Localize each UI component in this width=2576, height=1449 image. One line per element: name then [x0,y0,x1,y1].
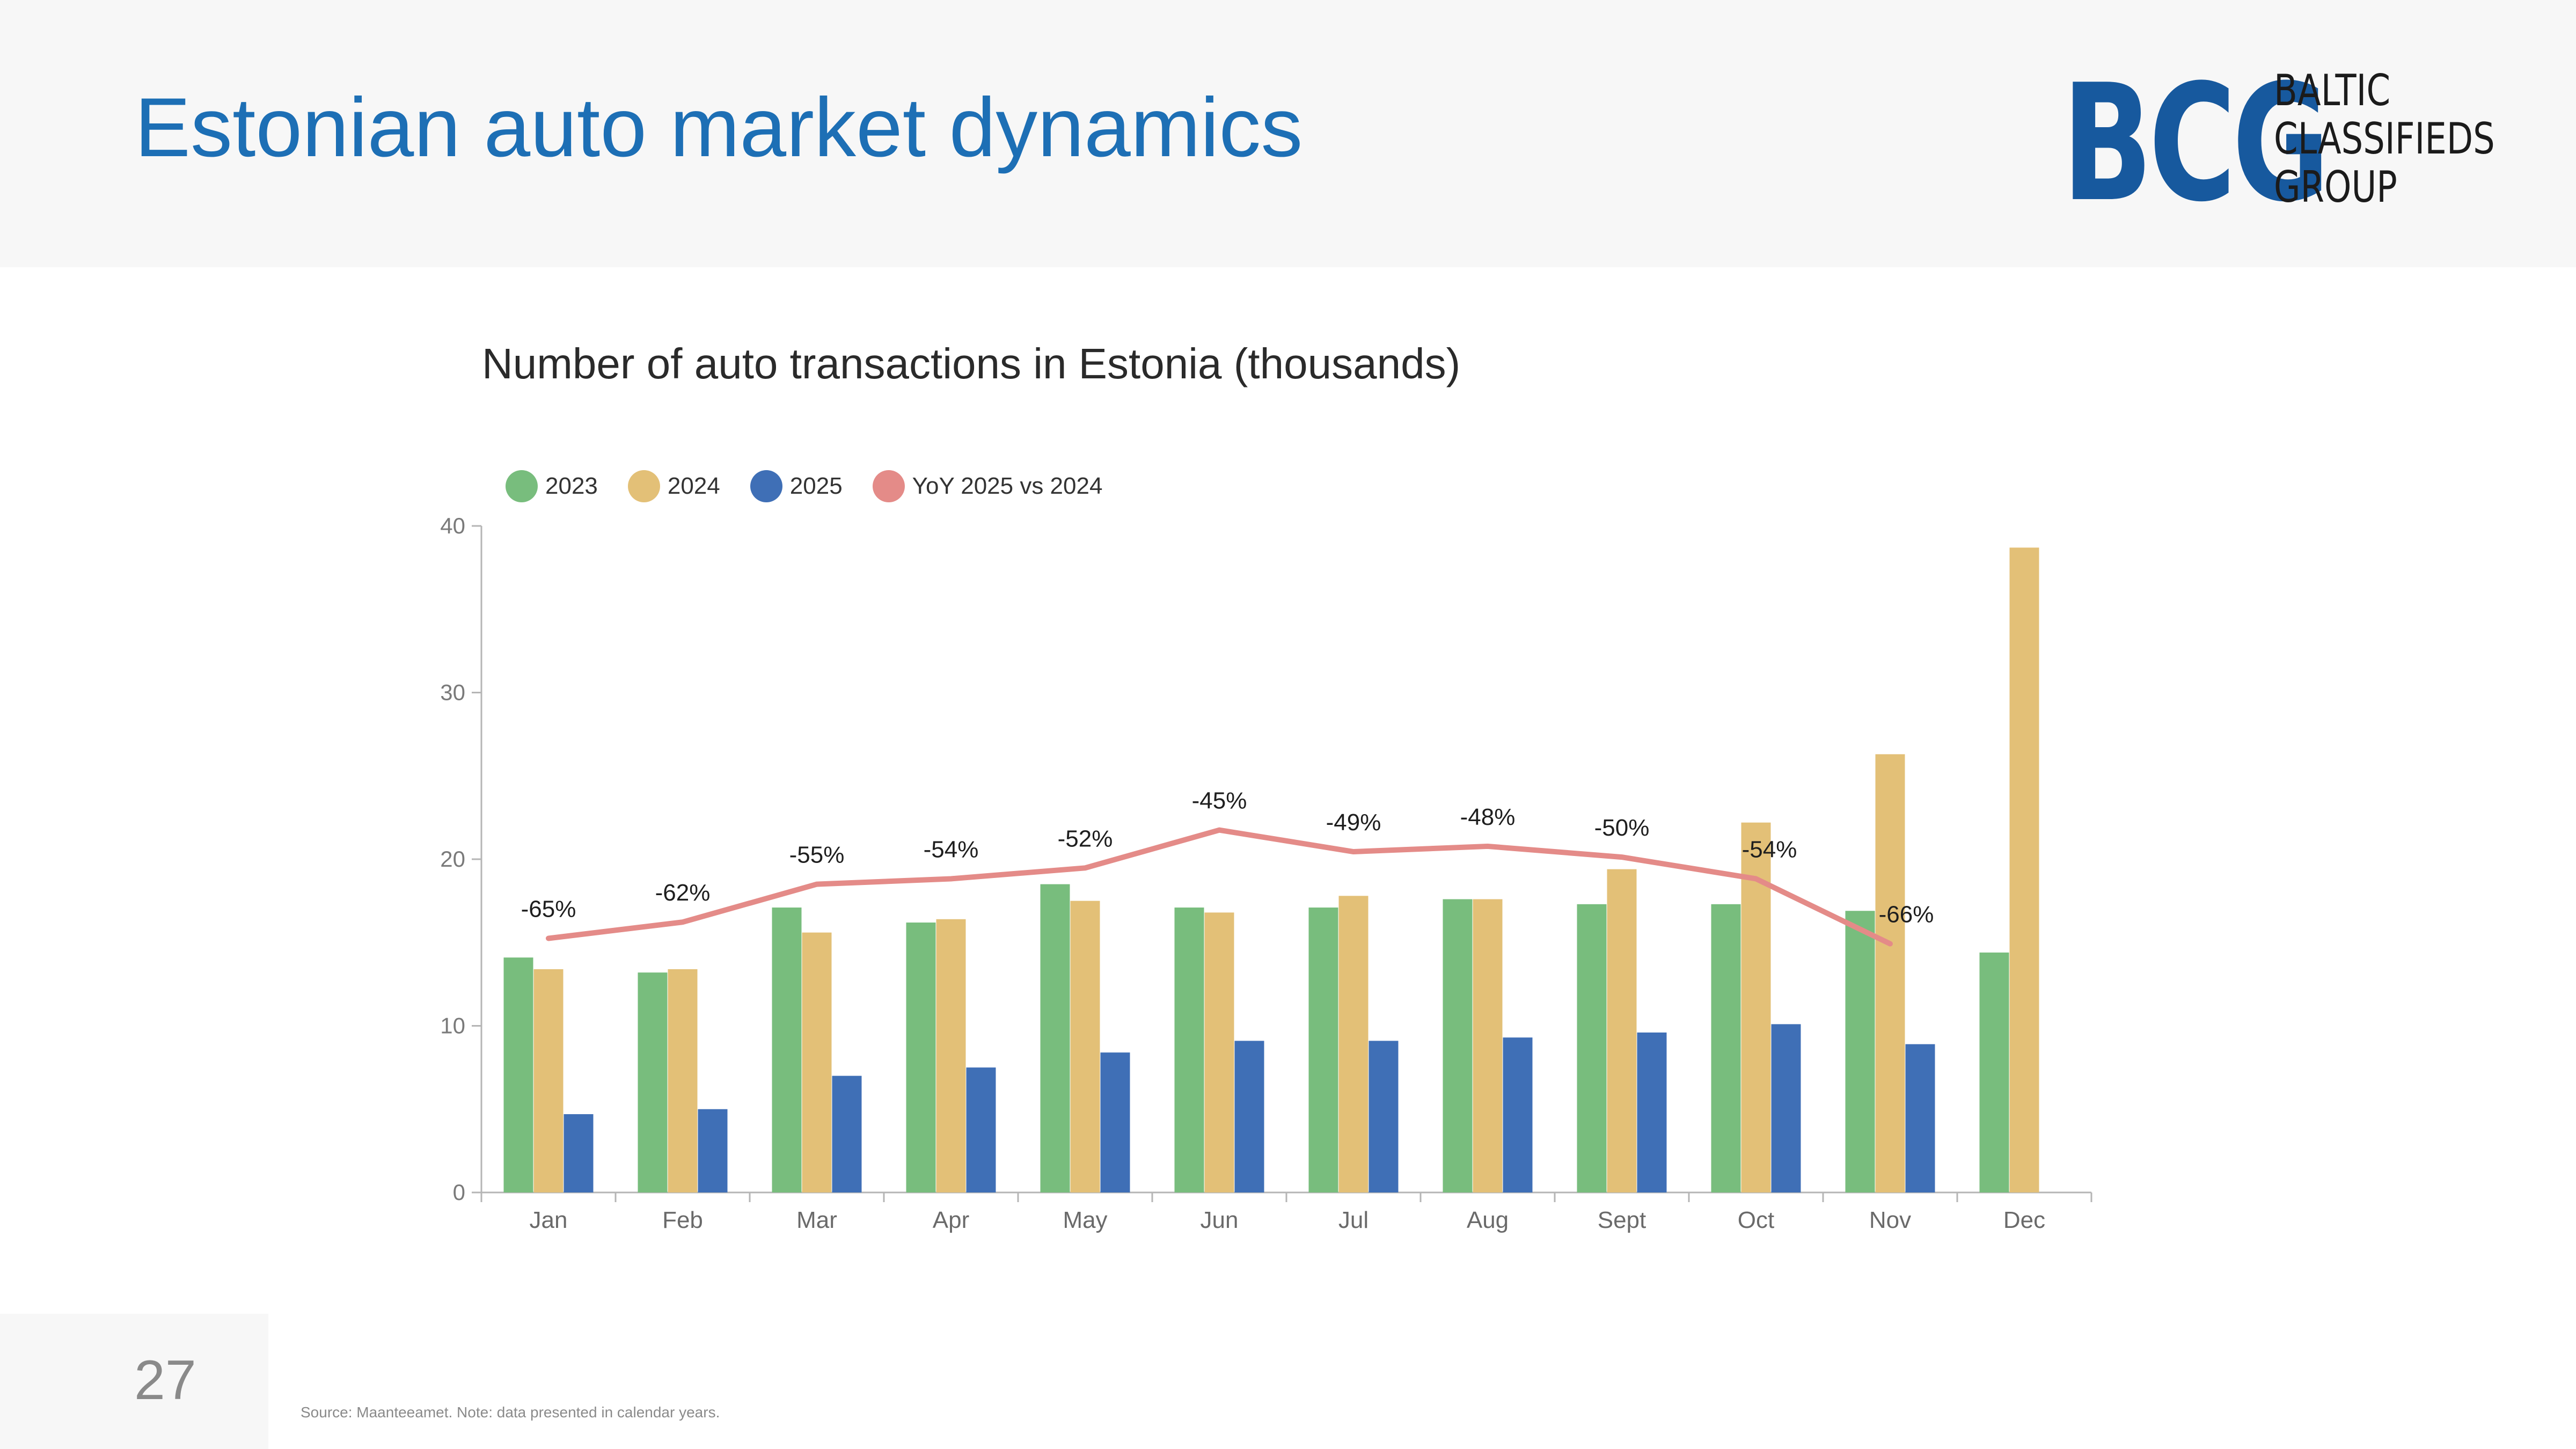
bar-2023-Sept [1577,904,1607,1192]
legend-item-yoy: YoY 2025 vs 2024 [872,470,1103,502]
logo-mark: BCG [2062,50,2330,237]
logo-line-1: BALTIC [2274,65,2391,115]
bar-2023-Jun [1174,908,1204,1192]
y-tick-label: 30 [440,680,465,705]
x-tick-label: Mar [796,1207,837,1233]
chart-legend: 2023 2024 2025 YoY 2025 vs 2024 [506,470,1132,502]
bar-2023-Mar [772,908,802,1192]
legend-label-2023: 2023 [545,473,598,499]
bar-2025-Mar [832,1075,862,1192]
yoy-data-label: -66% [1879,902,1934,928]
yoy-line [546,827,1893,947]
y-tick-label: 0 [453,1180,465,1205]
yoy-data-label: -55% [789,842,845,868]
x-tick-label: Jan [530,1207,568,1233]
x-tick-label: Sept [1598,1207,1646,1233]
legend-label-yoy: YoY 2025 vs 2024 [912,473,1103,499]
bar-2023-Jan [503,957,533,1192]
bar-2025-Sept [1637,1032,1667,1192]
yoy-data-label: -48% [1460,804,1516,830]
bar-2024-Sept [1607,869,1637,1192]
page-number-box [0,1314,268,1449]
yoy-data-label: -49% [1326,809,1381,836]
bar-2023-May [1040,884,1070,1192]
yoy-data-label: -54% [924,836,979,862]
bar-2025-Jul [1368,1041,1399,1192]
header-band [0,0,2576,267]
bar-2025-May [1100,1052,1130,1192]
bar-2023-Feb [638,972,668,1192]
logo-line-3: GROUP [2274,162,2397,212]
bar-2023-Apr [906,922,936,1192]
x-tick-label: Aug [1467,1207,1509,1233]
x-tick-label: Dec [2003,1207,2045,1233]
chart-title: Number of auto transactions in Estonia (… [482,340,1461,387]
y-tick-label: 20 [440,846,465,872]
bar-2023-Jul [1308,908,1338,1192]
legend-item-2024: 2024 [627,470,720,502]
bar-2024-Jun [1204,912,1234,1192]
bar-2023-Dec [1979,952,2009,1192]
legend-item-2025: 2025 [750,470,843,502]
legend-label-2025: 2025 [789,473,843,499]
x-tick-label: May [1063,1207,1107,1233]
x-tick-label: Oct [1738,1207,1774,1233]
legend-swatch-2024 [627,470,660,502]
bar-2024-Dec [2009,547,2039,1192]
yoy-data-label: -54% [1742,836,1797,862]
bar-2025-Feb [698,1109,728,1192]
bar-2024-Jul [1338,896,1368,1192]
bar-2024-Aug [1473,899,1503,1192]
bar-2024-May [1070,901,1100,1192]
y-tick-label: 40 [440,513,465,538]
bar-2025-Jun [1234,1041,1264,1192]
slide-title: Estonian auto market dynamics [135,81,1303,174]
bar-2025-Jan [564,1114,594,1192]
bar-2025-Oct [1771,1024,1801,1192]
yoy-data-label: -50% [1594,815,1650,841]
legend-label-2024: 2024 [667,473,720,499]
bar-2024-Jan [533,969,564,1192]
yoy-data-label: -62% [655,880,711,906]
bar-2024-Feb [668,969,698,1192]
source-note: Source: Maanteeamet. Note: data presente… [301,1404,720,1421]
x-tick-label: Jul [1338,1207,1368,1233]
legend-swatch-2023 [506,470,538,502]
x-tick-label: Apr [933,1207,969,1233]
logo-line-2: CLASSIFIEDS [2274,114,2495,164]
bar-2024-Mar [802,932,832,1192]
x-tick-label: Feb [662,1207,703,1233]
bar-2025-Apr [966,1067,996,1192]
yoy-data-label: -45% [1192,788,1247,814]
bar-2024-Nov [1875,754,1905,1192]
legend-item-2023: 2023 [506,470,598,502]
bar-2023-Oct [1711,904,1741,1192]
page-number: 27 [134,1349,196,1411]
y-tick-label: 10 [440,1013,465,1038]
bar-2025-Aug [1503,1037,1533,1192]
yoy-data-label: -65% [521,896,576,922]
x-tick-label: Nov [1869,1207,1911,1233]
bar-2025-Nov [1905,1044,1935,1192]
x-tick-label: Jun [1201,1207,1239,1233]
logo-text: BALTIC CLASSIFIEDS GROUP [2274,67,2495,211]
bar-2023-Aug [1443,899,1473,1192]
bar-2024-Apr [936,919,966,1192]
bar-2023-Nov [1845,911,1875,1192]
legend-swatch-yoy [872,470,905,502]
legend-swatch-2025 [750,470,782,502]
yoy-data-label: -52% [1058,825,1113,852]
